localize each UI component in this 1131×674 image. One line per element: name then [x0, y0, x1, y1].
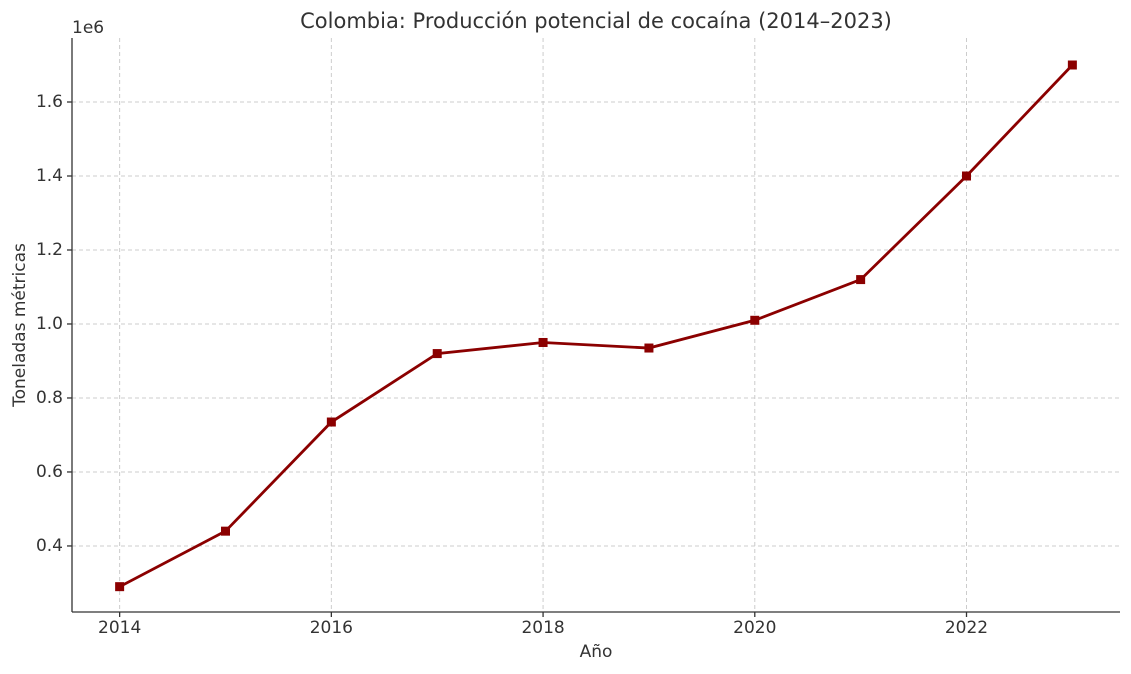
y-tick-label: 1.2 — [36, 240, 63, 260]
chart-title: Colombia: Producción potencial de cocaín… — [300, 9, 892, 33]
marker — [750, 315, 760, 325]
x-axis-label: Año — [580, 642, 613, 662]
marker — [432, 349, 442, 359]
marker — [538, 337, 548, 347]
y-tick-label: 0.4 — [36, 536, 63, 556]
x-tick-label: 2018 — [521, 618, 564, 638]
marker — [962, 171, 972, 181]
x-tick-label: 2016 — [310, 618, 353, 638]
marker — [856, 275, 866, 285]
marker — [115, 582, 125, 592]
y-tick-label: 1.6 — [36, 92, 63, 112]
marker — [220, 526, 230, 536]
x-tick-label: 2020 — [733, 618, 776, 638]
series-line — [118, 64, 1074, 588]
y-tick-label: 0.6 — [36, 462, 63, 482]
x-tick-label: 2014 — [98, 618, 141, 638]
marker — [326, 417, 336, 427]
y-tick-label: 1.0 — [36, 314, 63, 334]
y-offset-label: 1e6 — [72, 18, 104, 38]
y-tick-label: 0.8 — [36, 388, 63, 408]
y-axis-label: Toneladas métricas — [10, 243, 30, 408]
y-tick-label: 1.4 — [36, 166, 63, 186]
marker — [1067, 60, 1077, 70]
marker — [644, 343, 654, 353]
x-tick-label: 2022 — [945, 618, 988, 638]
